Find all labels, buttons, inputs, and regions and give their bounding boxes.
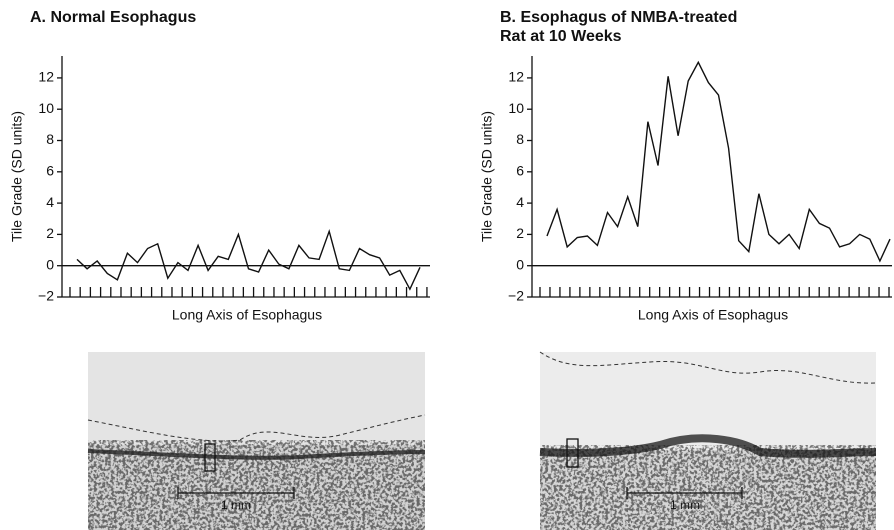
y-tick-label: 0 [516,256,524,272]
y-tick-label: 10 [508,100,524,116]
data-line [546,60,891,263]
scale-label: 1 mm [670,498,700,512]
y-axis-label: Tile Grade (SD units) [9,111,25,242]
data-line [76,228,421,291]
y-tick-label: −2 [508,288,524,304]
x-axis-label: Long Axis of Esophagus [638,307,788,323]
y-tick-label: 10 [38,100,54,116]
y-axis-label: Tile Grade (SD units) [479,111,495,242]
y-tick-label: 8 [46,131,54,147]
y-tick-label: −2 [38,288,54,304]
y-tick-label: 12 [508,69,524,85]
chart-title: A. Normal Esophagus [30,9,196,26]
y-tick-label: 2 [46,225,54,241]
y-tick-label: 12 [38,69,54,85]
micrograph-b: 1 mm [539,351,877,530]
y-tick-label: 6 [516,163,524,179]
y-tick-label: 4 [46,194,54,210]
y-tick-label: 4 [516,194,524,210]
y-tick-label: 2 [516,225,524,241]
scale-label: 1 mm [221,498,251,512]
y-tick-label: 0 [46,256,54,272]
micrograph-a: 1 mm [87,352,426,530]
y-tick-label: 8 [516,131,524,147]
chart-title: B. Esophagus of NMBA-treated [500,9,737,26]
chart-title: Rat at 10 Weeks [500,28,622,45]
x-axis-label: Long Axis of Esophagus [172,307,322,323]
y-tick-label: 6 [46,163,54,179]
